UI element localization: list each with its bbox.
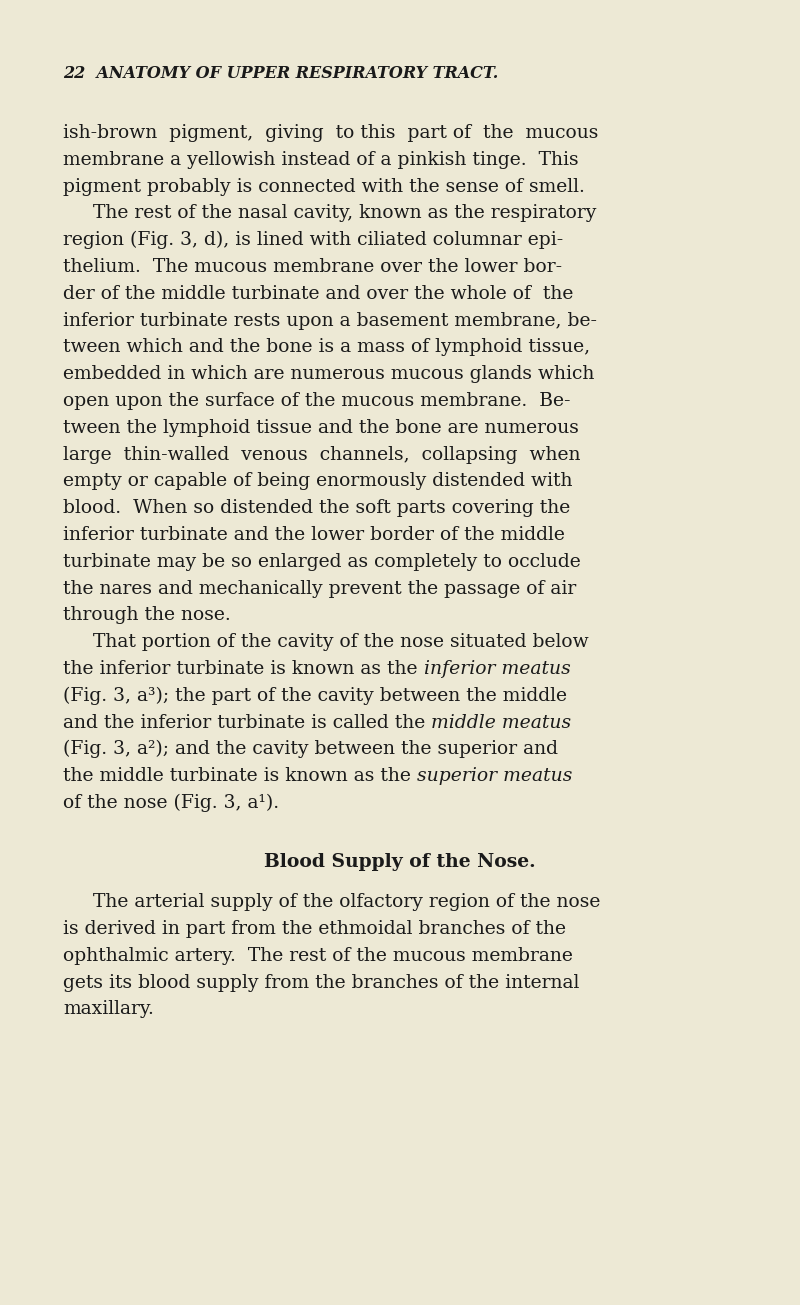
Text: The arterial supply of the olfactory region of the nose: The arterial supply of the olfactory reg… [93,893,600,911]
Text: embedded in which are numerous mucous glands which: embedded in which are numerous mucous gl… [63,365,594,384]
Text: That portion of the cavity of the nose situated below: That portion of the cavity of the nose s… [93,633,589,651]
Text: middle meatus: middle meatus [431,714,571,732]
Text: tween the lymphoid tissue and the bone are numerous: tween the lymphoid tissue and the bone a… [63,419,579,437]
Text: 22  ANATOMY OF UPPER RESPIRATORY TRACT.: 22 ANATOMY OF UPPER RESPIRATORY TRACT. [63,65,498,82]
Text: ophthalmic artery.  The rest of the mucous membrane: ophthalmic artery. The rest of the mucou… [63,946,573,964]
Text: (Fig. 3, a³); the part of the cavity between the middle: (Fig. 3, a³); the part of the cavity bet… [63,686,567,705]
Text: membrane a yellowish instead of a pinkish tinge.  This: membrane a yellowish instead of a pinkis… [63,151,578,168]
Text: open upon the surface of the mucous membrane.  Be-: open upon the surface of the mucous memb… [63,392,570,410]
Text: region (Fig. 3, d), is lined with ciliated columnar epi-: region (Fig. 3, d), is lined with ciliat… [63,231,563,249]
Text: the inferior turbinate is known as the: the inferior turbinate is known as the [63,660,423,679]
Text: the nares and mechanically prevent the passage of air: the nares and mechanically prevent the p… [63,579,576,598]
Text: ish-brown  pigment,  giving  to this  part of  the  mucous: ish-brown pigment, giving to this part o… [63,124,598,142]
Text: inferior meatus: inferior meatus [423,660,570,679]
Text: The rest of the nasal cavity, known as the respiratory: The rest of the nasal cavity, known as t… [93,205,596,222]
Text: blood.  When so distended the soft parts covering the: blood. When so distended the soft parts … [63,500,570,517]
Text: and the inferior turbinate is called the: and the inferior turbinate is called the [63,714,431,732]
Text: (Fig. 3, a²); and the cavity between the superior and: (Fig. 3, a²); and the cavity between the… [63,740,558,758]
Text: maxillary.: maxillary. [63,1001,154,1018]
Text: tween which and the bone is a mass of lymphoid tissue,: tween which and the bone is a mass of ly… [63,338,590,356]
Text: through the nose.: through the nose. [63,607,230,624]
Text: thelium.  The mucous membrane over the lower bor-: thelium. The mucous membrane over the lo… [63,258,562,275]
Text: der of the middle turbinate and over the whole of  the: der of the middle turbinate and over the… [63,284,574,303]
Text: Blood Supply of the Nose.: Blood Supply of the Nose. [264,853,536,870]
Text: of the nose (Fig. 3, a¹).: of the nose (Fig. 3, a¹). [63,793,279,812]
Text: is derived in part from the ethmoidal branches of the: is derived in part from the ethmoidal br… [63,920,566,938]
Text: empty or capable of being enormously distended with: empty or capable of being enormously dis… [63,472,573,491]
Text: the middle turbinate is known as the: the middle turbinate is known as the [63,767,417,786]
Text: turbinate may be so enlarged as completely to occlude: turbinate may be so enlarged as complete… [63,553,581,570]
Text: inferior turbinate and the lower border of the middle: inferior turbinate and the lower border … [63,526,565,544]
Text: pigment probably is connected with the sense of smell.: pigment probably is connected with the s… [63,177,585,196]
Text: gets its blood supply from the branches of the internal: gets its blood supply from the branches … [63,974,579,992]
Text: superior meatus: superior meatus [417,767,572,786]
Text: large  thin-walled  venous  channels,  collapsing  when: large thin-walled venous channels, colla… [63,445,581,463]
Text: inferior turbinate rests upon a basement membrane, be-: inferior turbinate rests upon a basement… [63,312,597,330]
